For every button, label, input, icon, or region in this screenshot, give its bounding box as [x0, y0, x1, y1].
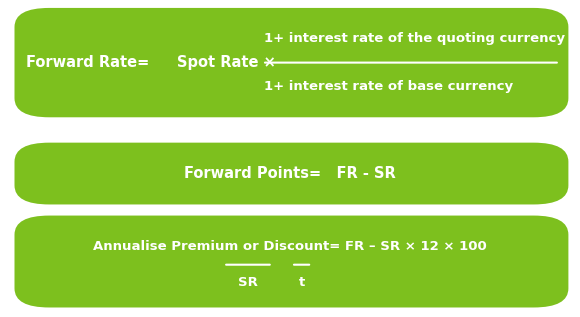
Text: SR: SR	[238, 275, 258, 289]
Text: 1+ interest rate of base currency: 1+ interest rate of base currency	[264, 80, 513, 93]
Text: Spot Rate ×: Spot Rate ×	[177, 55, 276, 70]
FancyBboxPatch shape	[14, 216, 568, 307]
Text: Annualise Premium or Discount= FR – SR × 12 × 100: Annualise Premium or Discount= FR – SR ×…	[93, 240, 487, 253]
Text: Forward Rate=: Forward Rate=	[26, 55, 150, 70]
FancyBboxPatch shape	[14, 143, 568, 204]
Text: t: t	[299, 275, 304, 289]
Text: 1+ interest rate of the quoting currency: 1+ interest rate of the quoting currency	[264, 32, 565, 45]
Text: Forward Points=   FR - SR: Forward Points= FR - SR	[184, 166, 396, 181]
FancyBboxPatch shape	[14, 8, 568, 117]
